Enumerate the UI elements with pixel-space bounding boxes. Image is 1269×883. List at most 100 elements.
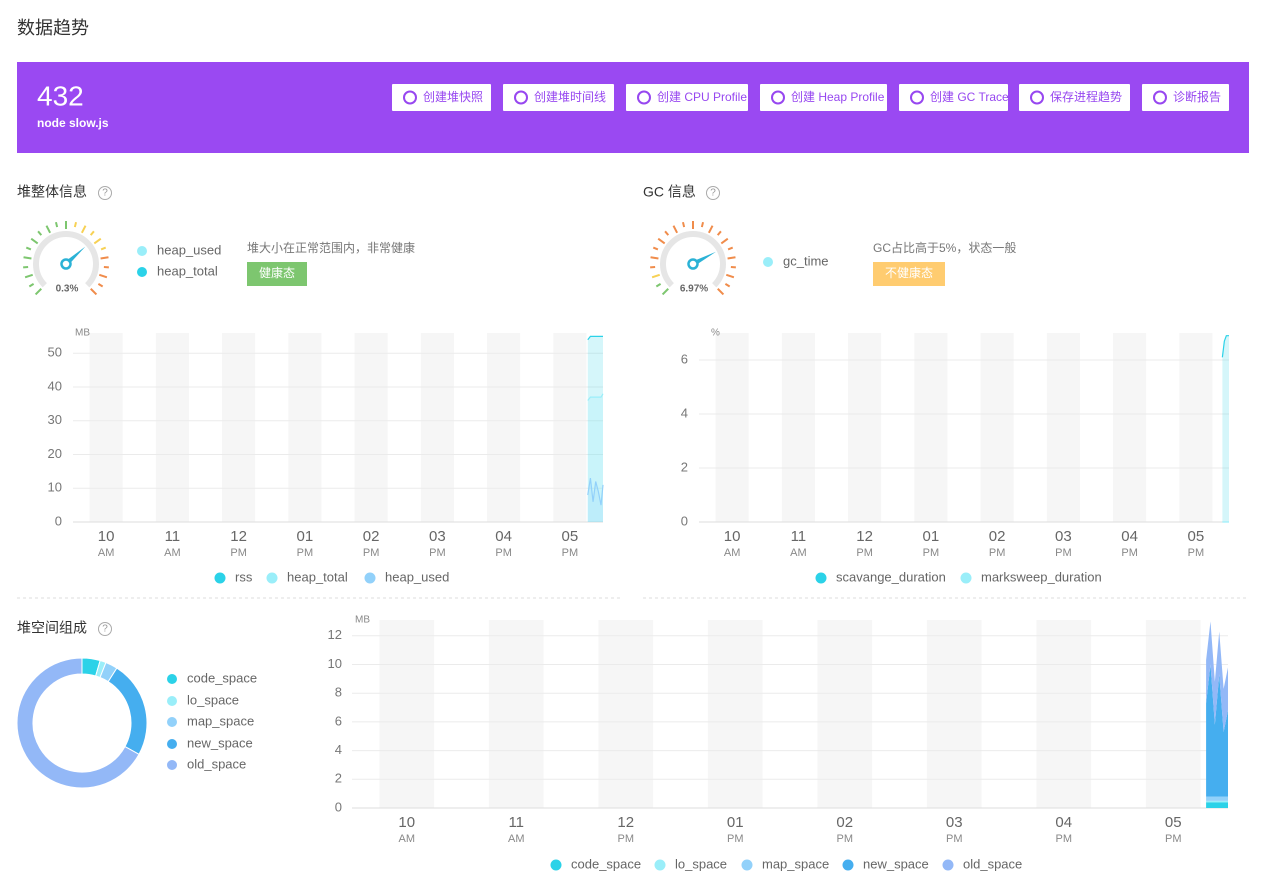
x-tick-label: 12 — [230, 528, 247, 545]
x-tick-label: 02 — [989, 528, 1006, 545]
legend-label: marksweep_duration — [981, 569, 1102, 584]
button-icon — [1153, 90, 1167, 105]
legend-dot — [763, 257, 773, 267]
button-bg — [760, 84, 887, 111]
x-tick-label: 01 — [923, 528, 940, 545]
time-band — [1113, 333, 1147, 522]
x-tick-label: 12 — [856, 528, 873, 545]
legend-dot — [815, 572, 827, 584]
legend-label: heap_total — [287, 569, 348, 584]
time-band — [980, 333, 1014, 522]
process-pid: 432 — [37, 80, 84, 111]
action-button[interactable]: 诊断报告 — [1142, 84, 1229, 111]
time-band — [707, 620, 763, 808]
gauge-tick — [23, 256, 32, 260]
x-tick-label: 03 — [429, 528, 446, 545]
chart: 10AM11AM12PM01PM02PM03PM04PM05PM02468101… — [328, 615, 1228, 871]
button-bg — [392, 84, 491, 111]
gauge-tick — [97, 283, 104, 288]
legend-dot — [167, 696, 177, 706]
pie-slice — [107, 667, 148, 755]
x-tick-period: PM — [1056, 833, 1073, 845]
gauge-tick — [98, 273, 108, 279]
x-tick-period: PM — [618, 833, 635, 845]
y-tick-label: 12 — [328, 627, 342, 642]
x-tick-label: 11 — [165, 528, 181, 545]
button-bg — [1019, 84, 1130, 111]
chart: 10AM11AM12PM01PM02PM03PM04PM05PM0246%sca… — [681, 328, 1229, 584]
gauge-tick — [657, 237, 666, 245]
chart: 10 AM 11 AM 12 PM 01 PM 02 PM 03 PM 04 PM 05 PM 0 10 20 30 4… — [48, 328, 604, 584]
pie-slice — [16, 657, 140, 789]
gauge-tick — [54, 221, 59, 228]
y-tick-label: 0 — [681, 513, 688, 528]
panel-title: GC 信息 — [643, 184, 696, 200]
help-icon[interactable] — [98, 622, 112, 636]
legend-dot — [741, 859, 753, 871]
button-icon — [1030, 90, 1044, 105]
series-line — [587, 478, 604, 506]
x-tick-period: AM — [164, 547, 181, 559]
series-line — [587, 393, 604, 401]
gauge-track — [33, 231, 99, 288]
legend-label: new_space — [863, 856, 929, 871]
legend-label: map_space — [762, 856, 829, 871]
gauge-tick — [80, 225, 87, 234]
button-icon — [637, 90, 651, 105]
button-label: 创建堆时间线 — [534, 90, 606, 104]
button-icon — [771, 90, 785, 105]
gauge-tick — [700, 221, 705, 228]
legend-label: code_space — [187, 670, 257, 685]
x-tick-label: 11 — [791, 528, 807, 545]
legend-label: heap_total — [157, 263, 218, 278]
x-tick-label: 01 — [297, 528, 314, 545]
area-segment — [1206, 800, 1228, 803]
action-button[interactable]: 创建 CPU Profile — [626, 84, 748, 111]
time-band — [817, 620, 873, 808]
legend-label: lo_space — [187, 692, 239, 707]
button-label: 创建 Heap Profile — [791, 90, 885, 104]
y-unit: % — [711, 328, 720, 339]
legend-dot — [364, 572, 376, 584]
gauge-tick — [100, 246, 107, 251]
time-band — [926, 620, 982, 808]
status-tag-text: 不健康态 — [885, 265, 933, 280]
gauge-tick — [727, 246, 734, 251]
legend-label: lo_space — [675, 856, 727, 871]
help-text: ? — [102, 624, 108, 635]
x-tick-period: PM — [989, 547, 1006, 559]
button-bg — [503, 84, 614, 111]
legend-dot — [137, 246, 147, 256]
panel-title: 堆空间组成 — [17, 620, 87, 636]
gauge-tick — [90, 288, 98, 296]
y-tick-label: 6 — [335, 713, 342, 728]
x-tick-period: PM — [297, 547, 314, 559]
button-bar: 创建堆快照 创建堆时间线 创建 CPU Profile 创建 Heap Profile… — [392, 84, 1229, 111]
action-button[interactable]: 保存进程趋势 — [1019, 84, 1130, 111]
action-button[interactable]: 创建 Heap Profile — [760, 84, 887, 111]
y-tick-label: 10 — [48, 480, 62, 495]
y-tick-label: 50 — [48, 345, 62, 360]
action-button[interactable]: 创建堆快照 — [392, 84, 491, 111]
status-tag — [247, 262, 307, 286]
button-label: 创建 CPU Profile — [657, 90, 747, 104]
action-button[interactable]: 创建 GC Trace — [899, 84, 1009, 111]
help-icon[interactable] — [98, 186, 112, 200]
legend-dot — [167, 760, 177, 770]
gauge-tick — [650, 256, 659, 260]
gauge-tick — [720, 237, 729, 245]
help-icon[interactable] — [706, 186, 720, 200]
area-segment — [1206, 621, 1228, 732]
gauge-tick — [100, 256, 109, 260]
legend-label: old_space — [187, 756, 246, 771]
gauge: 6.97% gc_time — [650, 221, 829, 296]
gauge-tick — [28, 283, 35, 288]
time-band — [715, 333, 749, 522]
gauge: 0.3% heap_used heap_total — [23, 221, 221, 296]
button-bg — [626, 84, 748, 111]
action-button[interactable]: 创建堆时间线 — [503, 84, 614, 111]
help-text: ? — [710, 188, 716, 199]
time-band — [1145, 620, 1201, 808]
legend-label: rss — [235, 569, 253, 584]
